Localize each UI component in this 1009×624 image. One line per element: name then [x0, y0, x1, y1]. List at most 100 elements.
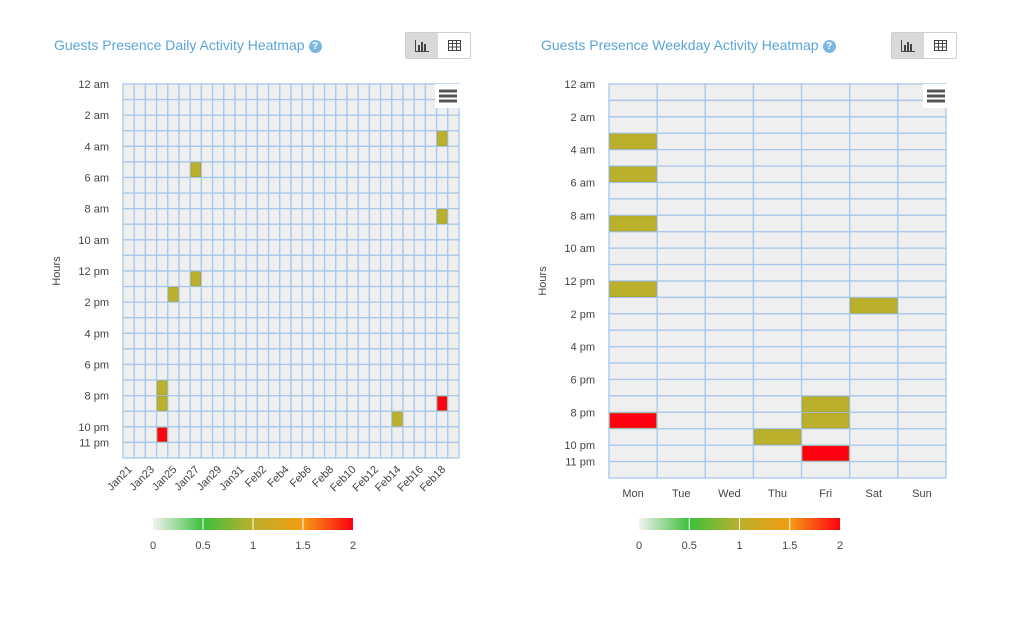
heatmap-cell [346, 332, 359, 350]
heatmap-cell [323, 285, 337, 303]
chart-view-button[interactable] [406, 33, 438, 58]
heatmap-data-cell[interactable] [437, 209, 448, 224]
heatmap-cell [122, 83, 135, 101]
heatmap-cell [234, 426, 247, 444]
heatmap-cell [223, 98, 236, 116]
heatmap-cell [346, 114, 359, 132]
heatmap-cell [167, 301, 180, 319]
heatmap-cell [189, 363, 203, 381]
heatmap-cell [178, 254, 191, 272]
chart-menu-button[interactable] [435, 84, 461, 108]
heatmap-cell [234, 98, 247, 116]
heatmap-cell [312, 363, 326, 381]
heatmap-data-cell[interactable] [157, 396, 168, 411]
heatmap-cell [211, 285, 225, 303]
heatmap-cell [379, 332, 393, 350]
heatmap-cell [357, 441, 371, 459]
heatmap-cell [245, 348, 259, 366]
chart-menu-button[interactable] [923, 84, 949, 108]
heatmap-data-cell[interactable] [190, 162, 201, 178]
heatmap-cell [279, 114, 292, 132]
chart-view-button[interactable] [892, 33, 924, 58]
heatmap-cell [897, 378, 947, 397]
heatmap-data-cell[interactable] [609, 281, 657, 297]
heatmap-cell [346, 130, 359, 147]
help-icon[interactable]: ? [822, 40, 836, 53]
help-icon[interactable]: ? [308, 40, 322, 53]
heatmap-cell [223, 161, 236, 179]
heatmap-cell [413, 348, 427, 366]
heatmap-cell [144, 332, 158, 350]
heatmap-cell [144, 441, 158, 459]
heatmap-cell [800, 116, 851, 134]
heatmap-cell [897, 428, 947, 446]
heatmap-cell [223, 223, 236, 241]
heatmap-cell [413, 285, 427, 303]
heatmap-data-cell[interactable] [609, 412, 657, 429]
heatmap-data-cell[interactable] [392, 411, 403, 427]
heatmap-cell [211, 426, 225, 444]
heatmap-data-cell[interactable] [190, 271, 201, 287]
heatmap-cell [357, 114, 371, 132]
heatmap-cell [424, 363, 438, 381]
heatmap-cell [435, 285, 449, 303]
heatmap-cell [211, 395, 225, 412]
heatmap-data-cell[interactable] [609, 166, 657, 183]
heatmap-cell [234, 363, 247, 381]
heatmap-cell [279, 130, 292, 147]
heatmap-data-cell[interactable] [802, 412, 850, 429]
legend-tick-label: 1 [250, 540, 256, 552]
heatmap-cell [167, 348, 180, 366]
table-view-button[interactable] [438, 33, 470, 58]
heatmap-cell [368, 254, 382, 272]
y-tick-label: 10 am [78, 235, 109, 247]
heatmap-cell [133, 192, 147, 210]
heatmap-cell [256, 176, 270, 194]
heatmap-data-cell[interactable] [157, 380, 168, 396]
heatmap-data-cell[interactable] [437, 396, 448, 411]
heatmap-data-cell[interactable] [753, 429, 802, 445]
heatmap-cell [335, 441, 348, 459]
heatmap-data-cell[interactable] [850, 297, 898, 314]
heatmap-cell [402, 410, 415, 428]
heatmap-cell [335, 426, 348, 444]
heatmap-cell [435, 192, 449, 210]
heatmap-cell [279, 348, 292, 366]
heatmap-cell [144, 192, 158, 210]
heatmap-cell [656, 329, 706, 348]
table-view-button[interactable] [924, 33, 956, 58]
heatmap-cell [379, 145, 393, 163]
heatmap-cell [752, 214, 803, 233]
x-tick-label: Fri [819, 488, 832, 500]
heatmap-cell [424, 130, 438, 147]
heatmap-data-cell[interactable] [157, 427, 168, 442]
heatmap-cell [391, 145, 404, 163]
heatmap-cell [167, 130, 180, 147]
heatmap-data-cell[interactable] [437, 131, 448, 146]
heatmap-cell [424, 223, 438, 241]
heatmap-cell [424, 379, 438, 397]
y-tick-label: 6 am [85, 173, 109, 185]
heatmap-cell [424, 161, 438, 179]
heatmap-cell [122, 192, 135, 210]
heatmap-cell [402, 192, 415, 210]
heatmap-data-cell[interactable] [802, 445, 850, 462]
heatmap-cell [413, 83, 427, 101]
heatmap-cell [267, 285, 281, 303]
heatmap-cell [323, 176, 337, 194]
menu-icon [439, 89, 457, 103]
heatmap-cell [897, 395, 947, 413]
heatmap-cell [447, 395, 460, 412]
heatmap-data-cell[interactable] [609, 215, 657, 232]
heatmap-cell [800, 231, 851, 249]
heatmap-cell [368, 395, 382, 412]
heatmap-cell [167, 239, 180, 257]
heatmap-cell [267, 301, 281, 319]
heatmap-cell [402, 98, 415, 116]
heatmap-data-cell[interactable] [168, 287, 179, 302]
heatmap-cell [301, 379, 315, 397]
heatmap-cell [849, 378, 899, 397]
heatmap-data-cell[interactable] [802, 396, 850, 412]
heatmap-cell [357, 332, 371, 350]
heatmap-data-cell[interactable] [609, 133, 657, 150]
